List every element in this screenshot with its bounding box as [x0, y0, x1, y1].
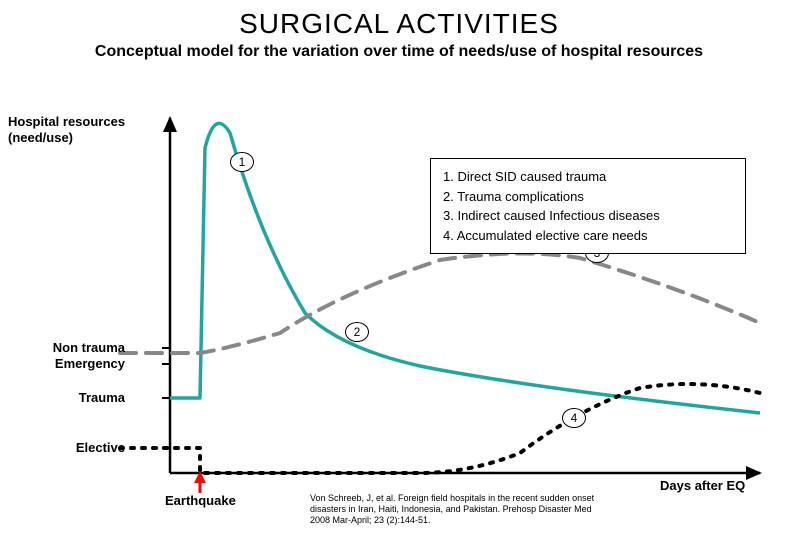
earthquake-label: Earthquake [165, 493, 236, 508]
page-title: SURGICAL ACTIVITIES [0, 8, 798, 40]
series-marker-2: 2 [345, 322, 369, 342]
chart-area: Hospital resources(need/use) Non traumaE… [0, 108, 798, 488]
y-tick-label: Non trauma [5, 340, 125, 355]
y-tick-label: Elective [5, 440, 125, 455]
page-subtitle: Conceptual model for the variation over … [0, 42, 798, 63]
legend-item: 3. Indirect caused Infectious diseases [443, 206, 733, 226]
legend-box: 1. Direct SID caused trauma2. Trauma com… [430, 158, 746, 254]
legend-item: 2. Trauma complications [443, 187, 733, 207]
y-tick-label: Emergency [5, 356, 125, 371]
legend-item: 1. Direct SID caused trauma [443, 167, 733, 187]
x-axis-label: Days after EQ [660, 478, 745, 493]
series-marker-1: 1 [230, 152, 254, 172]
y-tick-label: Trauma [5, 390, 125, 405]
legend-item: 4. Accumulated elective care needs [443, 226, 733, 246]
citation-text: Von Schreeb, J, et al. Foreign field hos… [310, 493, 610, 525]
series-marker-4: 4 [562, 408, 586, 428]
